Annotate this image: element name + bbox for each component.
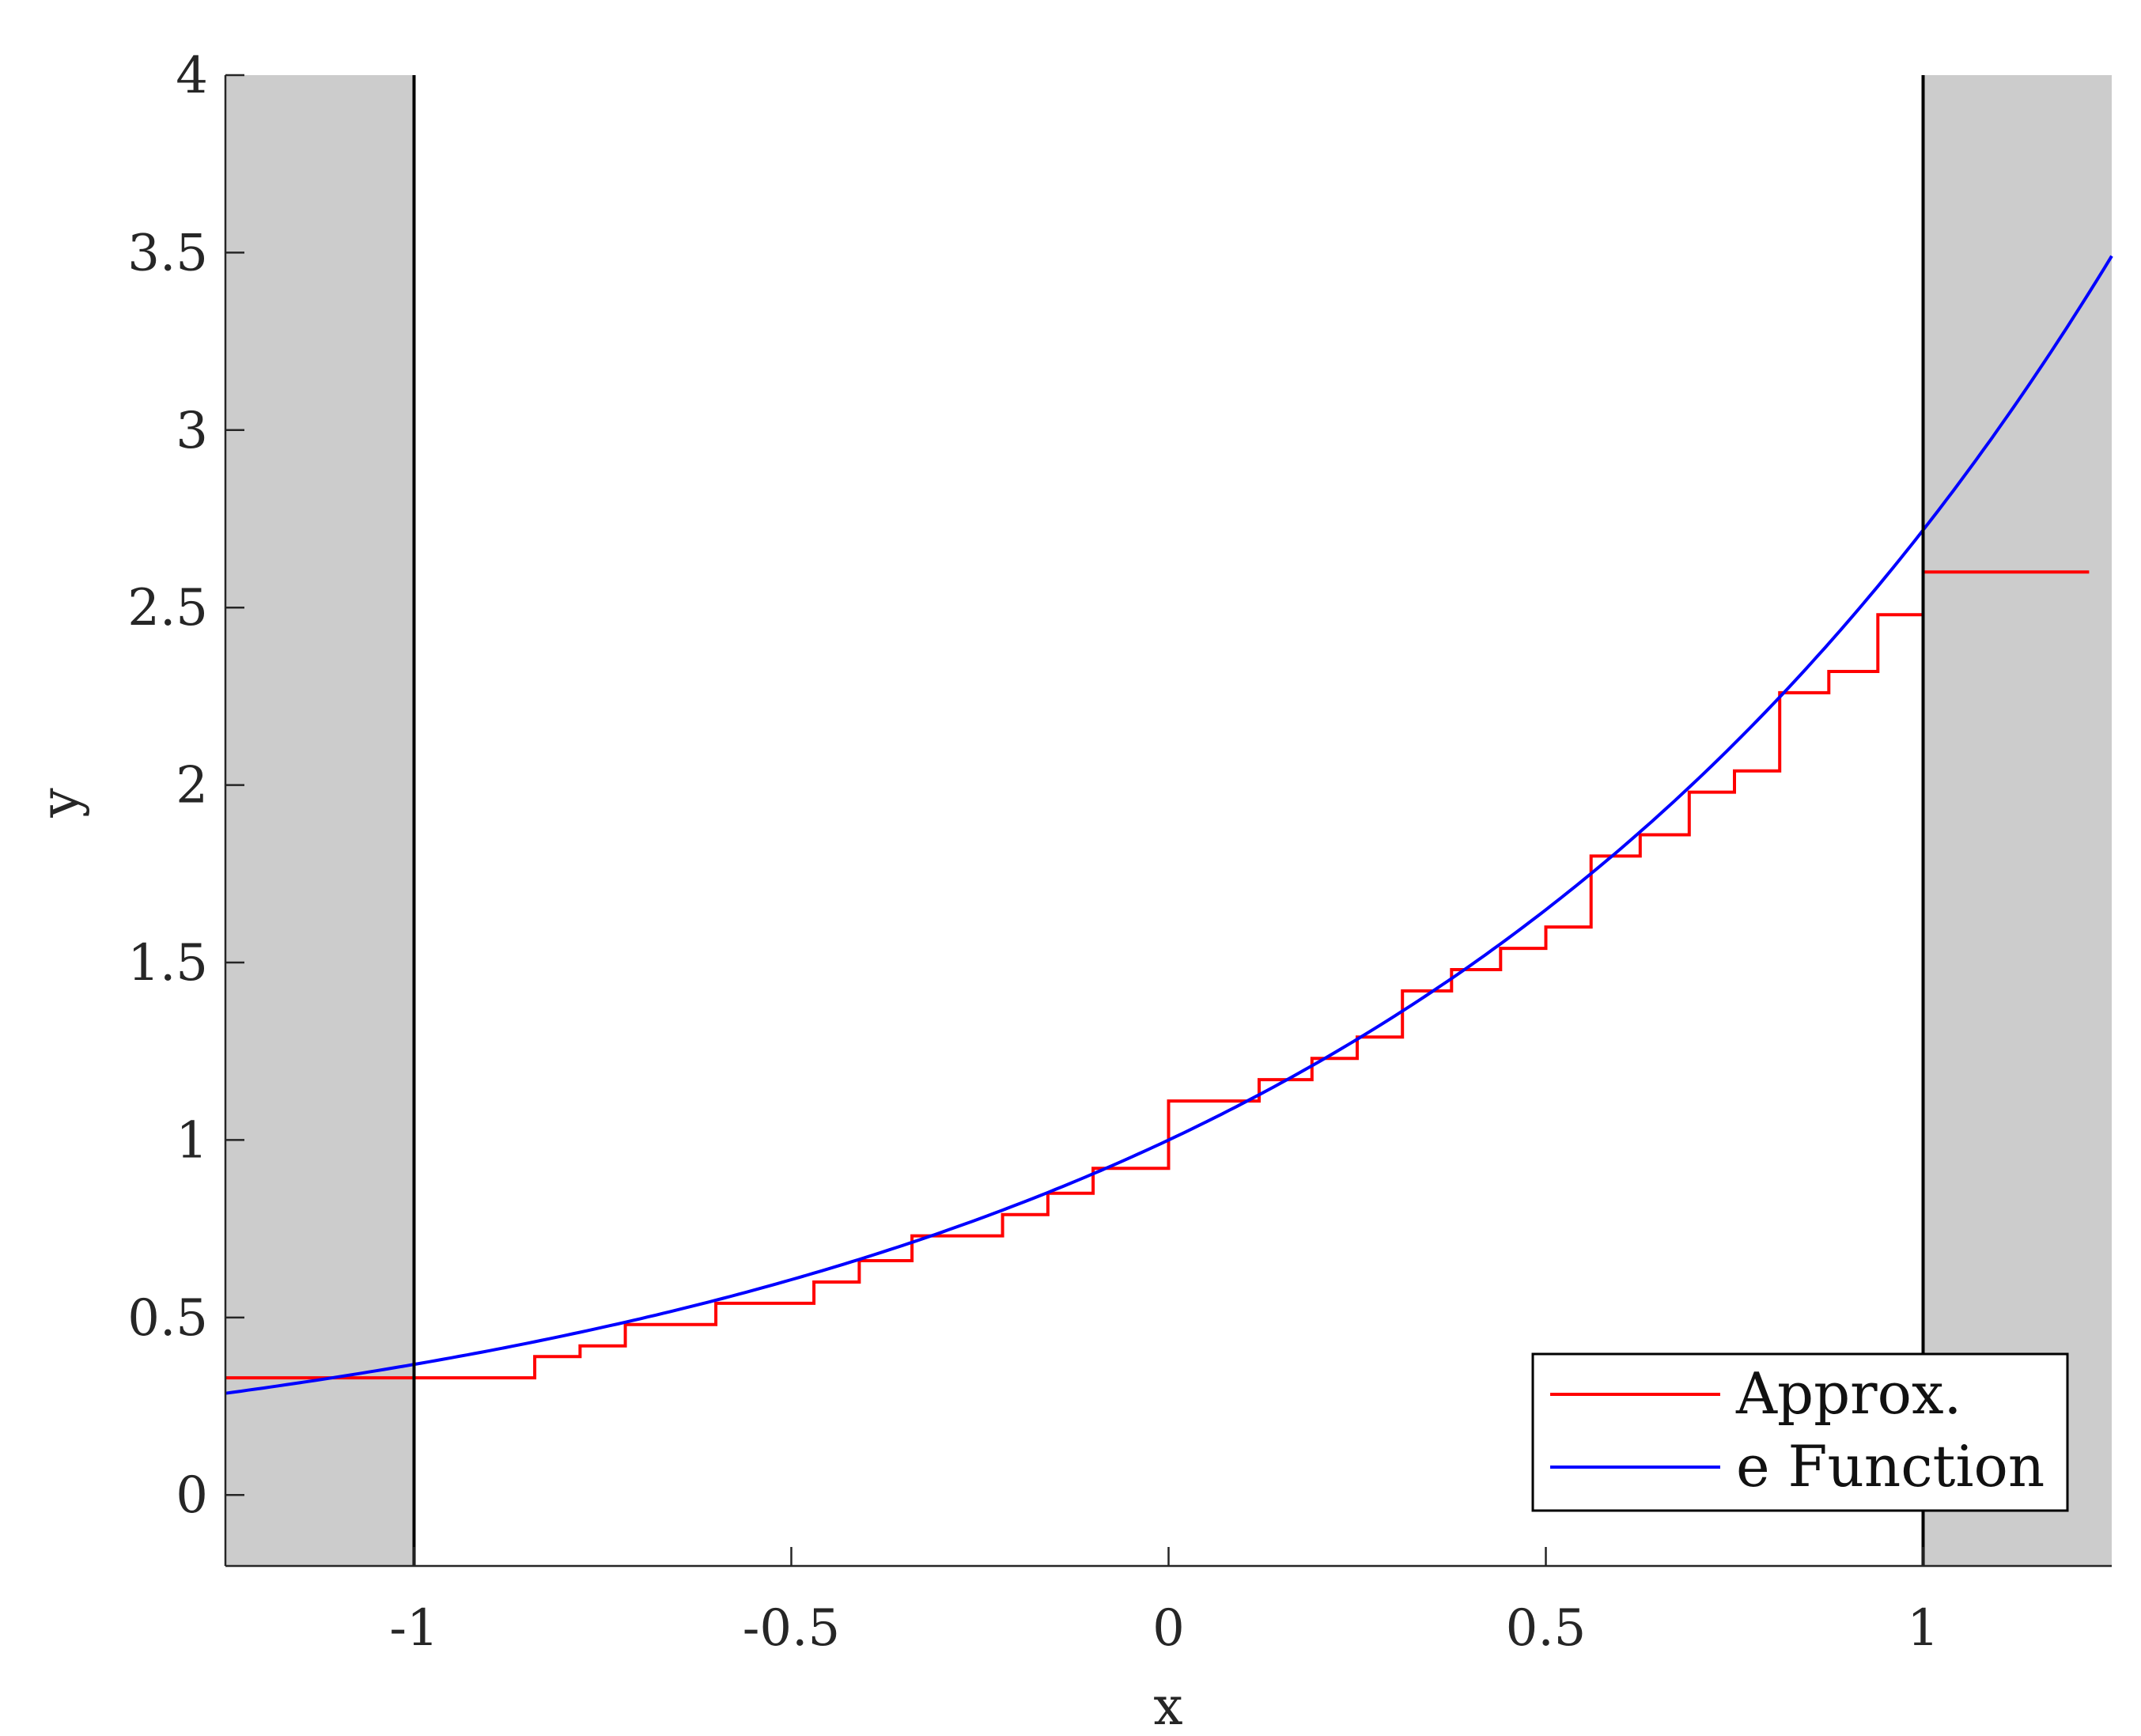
y-axis-label: y (29, 788, 90, 819)
y-tick-label: 0 (176, 1466, 208, 1525)
y-tick-label: 3.5 (127, 224, 208, 282)
shaded-region-0 (225, 75, 414, 1566)
series-layer (225, 255, 2113, 1395)
y-tick-label: 0.5 (127, 1289, 208, 1348)
x-tick-label: -0.5 (743, 1599, 840, 1658)
x-tick-label: 0 (1152, 1599, 1185, 1658)
ticks: -1 -0.5 0 0.5 1 0 0.5 1 1.5 2 2.5 3 3.5 4 (127, 47, 1939, 1658)
y-tick-label: 2 (176, 757, 208, 815)
legend-label-e-function: e Function (1736, 1433, 2045, 1500)
x-tick-label: 0.5 (1506, 1599, 1587, 1658)
legend-label-approx: Approx. (1735, 1360, 1961, 1427)
x-axis-label: x (1153, 1676, 1182, 1736)
shaded-region-1 (1923, 75, 2112, 1566)
legend: Approx. e Function (1531, 1352, 2069, 1512)
x-tick-label: 1 (1907, 1599, 1939, 1658)
shaded-regions (225, 75, 2112, 1566)
y-tick-label: 3 (176, 402, 208, 460)
y-tick-label: 4 (176, 47, 208, 105)
y-tick-label: 1.5 (127, 934, 208, 993)
legend-box (1531, 1352, 2069, 1512)
x-tick-label: -1 (389, 1599, 438, 1658)
series-line-approx (225, 570, 2090, 1380)
series-line-e-function (225, 255, 2113, 1395)
axes (224, 75, 2112, 1568)
y-tick-label: 2.5 (127, 579, 208, 637)
boundary-lines (412, 75, 1925, 1566)
y-tick-label: 1 (176, 1111, 208, 1170)
